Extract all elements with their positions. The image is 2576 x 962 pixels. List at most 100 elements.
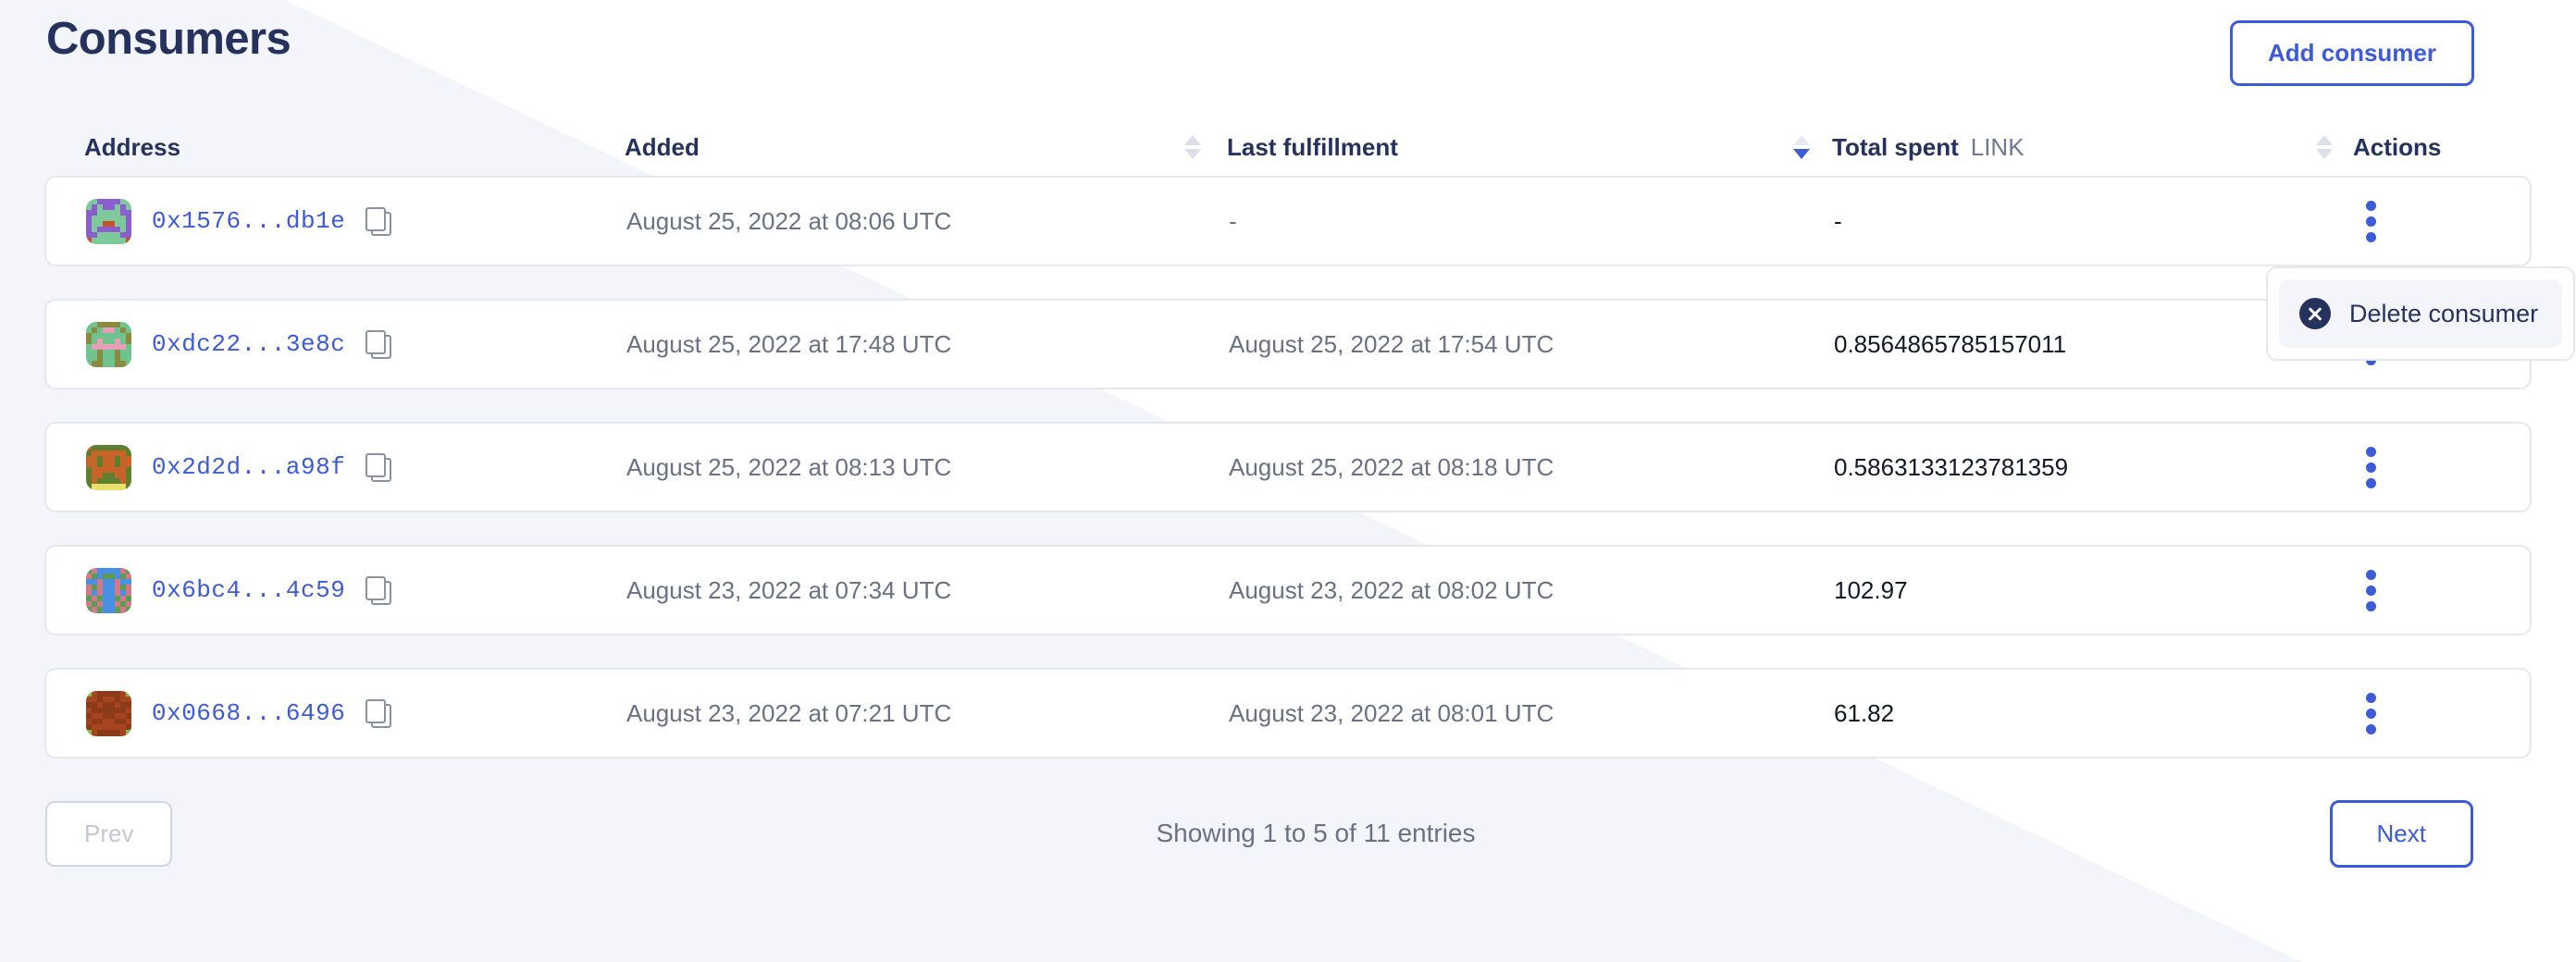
identicon-pixel [86, 327, 93, 333]
identicon-pixel [119, 701, 126, 708]
identicon-pixel [86, 350, 93, 356]
column-header-last-fulfillment[interactable]: Last fulfillment [1201, 133, 1810, 162]
copy-icon[interactable] [365, 330, 392, 359]
identicon-pixel [119, 461, 126, 467]
row-actions-menu-button[interactable] [2355, 441, 2387, 494]
sort-toggle-total-spent[interactable] [2316, 135, 2333, 159]
identicon-pixel [103, 355, 109, 362]
next-page-button[interactable]: Next [2329, 799, 2473, 868]
address-link[interactable]: 0x2d2d...a98f [152, 453, 346, 481]
identicon-pixel [125, 690, 131, 697]
identicon-pixel [92, 719, 98, 725]
identicon-pixel [114, 730, 120, 736]
identicon-pixel [108, 198, 115, 204]
cell-address: 0xdc22...3e8c [46, 321, 590, 367]
identicon-pixel [86, 701, 93, 708]
identicon-pixel [114, 215, 120, 221]
identicon-avatar [86, 444, 131, 490]
identicon-pixel [97, 590, 104, 597]
identicon-pixel [92, 584, 98, 590]
identicon-pixel [86, 696, 93, 702]
identicon-pixel [86, 444, 93, 450]
identicon-pixel [125, 444, 131, 450]
dot-icon [2366, 462, 2376, 473]
sort-toggle-added[interactable] [1184, 135, 1201, 159]
identicon-pixel [108, 204, 115, 210]
identicon-pixel [119, 321, 126, 327]
copy-icon[interactable] [365, 699, 392, 728]
identicon-pixel [97, 696, 104, 702]
identicon-pixel [103, 327, 109, 333]
identicon-pixel [97, 473, 104, 479]
identicon-pixel [103, 607, 109, 613]
prev-page-button[interactable]: Prev [45, 800, 173, 867]
identicon-pixel [103, 573, 109, 579]
identicon-pixel [125, 584, 131, 590]
identicon-pixel [108, 607, 115, 613]
address-link[interactable]: 0x6bc4...4c59 [152, 576, 346, 604]
identicon-pixel [125, 361, 131, 367]
identicon-pixel [114, 601, 120, 608]
identicon-pixel [125, 332, 131, 339]
copy-icon[interactable] [365, 453, 392, 482]
identicon-pixel [114, 461, 120, 467]
identicon-pixel [97, 350, 104, 356]
identicon-pixel [114, 332, 120, 339]
column-header-label: Address [84, 132, 181, 161]
identicon-pixel [92, 338, 98, 344]
identicon-pixel [108, 227, 115, 233]
row-actions-menu-button[interactable] [2355, 687, 2387, 740]
table-row: 0x1576...db1e August 25, 2022 at 08:06 UT… [44, 176, 2575, 361]
identicon-pixel [97, 719, 104, 725]
identicon-pixel [114, 455, 120, 462]
identicon-pixel [97, 327, 104, 333]
identicon-pixel [108, 209, 115, 216]
identicon-pixel [103, 707, 109, 713]
identicon-pixel [119, 338, 126, 344]
dot-icon [2366, 723, 2376, 734]
identicon-pixel [103, 332, 109, 339]
identicon-pixel [119, 227, 126, 233]
row-actions-menu-button[interactable] [2355, 564, 2387, 617]
identicon-pixel [92, 215, 98, 221]
delete-consumer-menu-item[interactable]: Delete consumer [2279, 279, 2562, 348]
dot-icon [2366, 231, 2376, 242]
sort-toggle-last-fulfillment[interactable] [1793, 135, 1810, 159]
identicon-pixel [108, 567, 115, 574]
identicon-pixel [114, 467, 120, 474]
identicon-pixel [114, 578, 120, 585]
identicon-pixel [103, 690, 109, 697]
add-consumer-button[interactable]: Add consumer [2229, 20, 2474, 86]
identicon-pixel [97, 596, 104, 602]
identicon-pixel [108, 355, 115, 362]
identicon-pixel [92, 361, 98, 367]
identicon-pixel [103, 730, 109, 736]
identicon-pixel [86, 707, 93, 713]
identicon-pixel [114, 719, 120, 725]
identicon-pixel [114, 478, 120, 485]
identicon-pixel [86, 332, 93, 339]
identicon-pixel [92, 221, 98, 228]
column-header-added[interactable]: Added [588, 133, 1201, 162]
identicon-pixel [86, 361, 93, 367]
identicon-pixel [119, 484, 126, 490]
address-link[interactable]: 0x1576...db1e [152, 207, 346, 235]
copy-icon[interactable] [365, 576, 392, 605]
address-link[interactable]: 0x0668...6496 [152, 699, 346, 727]
identicon-pixel [114, 607, 120, 613]
identicon-pixel [119, 450, 126, 456]
identicon-pixel [86, 713, 93, 720]
address-link[interactable]: 0xdc22...3e8c [152, 330, 346, 358]
identicon-pixel [103, 238, 109, 244]
identicon-pixel [119, 327, 126, 333]
column-header-total-spent[interactable]: Total spent LINK [1810, 133, 2333, 162]
identicon-pixel [125, 707, 131, 713]
chevron-down-icon [1793, 149, 1810, 159]
copy-icon[interactable] [365, 207, 392, 236]
identicon-pixel [86, 601, 93, 608]
identicon-pixel [108, 332, 115, 339]
identicon-pixel [92, 198, 98, 204]
row-actions-menu-button[interactable] [2355, 195, 2387, 248]
cell-added: August 23, 2022 at 07:21 UTC [626, 698, 952, 727]
identicon-pixel [97, 227, 104, 233]
